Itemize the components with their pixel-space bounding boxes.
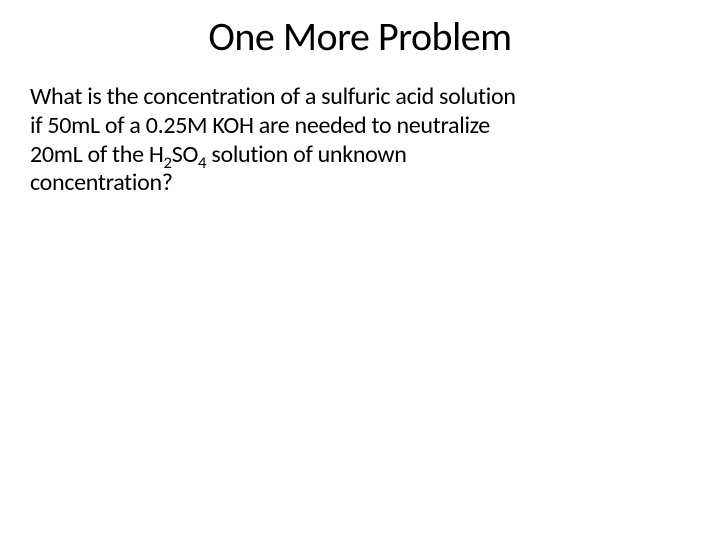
text-line-3a: 20mL of the H: [30, 140, 164, 169]
slide-container: One More Problem What is the concentrati…: [0, 0, 720, 540]
text-line-3b: SO: [172, 140, 198, 169]
text-line-2: if 50mL of a 0.25M KOH are needed to neu…: [30, 111, 490, 140]
problem-text: What is the concentration of a sulfuric …: [30, 83, 690, 198]
text-line-1: What is the concentration of a sulfuric …: [30, 82, 516, 111]
text-line-4: concentration?: [30, 168, 173, 197]
text-line-3c: solution of unknown: [206, 140, 406, 169]
slide-title: One More Problem: [30, 12, 690, 61]
